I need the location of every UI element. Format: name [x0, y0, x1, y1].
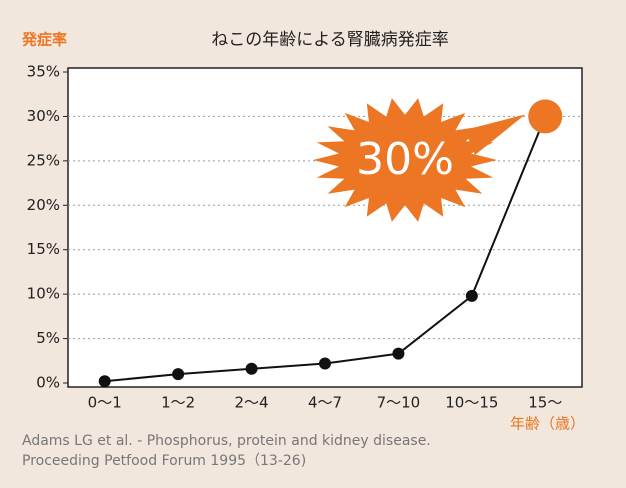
point [465, 289, 478, 302]
point [245, 362, 258, 375]
point [98, 375, 111, 388]
x-tick-label: 10〜15 [445, 394, 498, 412]
point [172, 368, 185, 381]
callout-pointer [465, 114, 526, 155]
point [392, 347, 405, 360]
plot-area [67, 67, 583, 388]
value-label: 30% [356, 134, 454, 185]
y-tick-label: 0% [36, 374, 60, 392]
y-tick-label: 10% [27, 285, 60, 303]
y-tick-label: 15% [27, 240, 60, 258]
callout-burst [313, 98, 497, 222]
y-tick-label: 25% [27, 151, 60, 169]
x-axis-label: 年齢（歳） [510, 415, 585, 433]
y-tick-label: 30% [27, 107, 60, 125]
chart-title: ねこの年齢による腎臓病発症率 [211, 30, 449, 50]
source: Adams LG et al. - Phosphorus, protein an… [22, 433, 431, 449]
point [528, 99, 563, 134]
x-tick-label: 0〜1 [88, 394, 122, 412]
x-tick-label: 1〜2 [161, 394, 195, 412]
x-tick-label: 15〜 [528, 394, 562, 412]
source: Proceeding Petfood Forum 1995（13-26) [22, 453, 306, 469]
y-tick-label: 5% [36, 329, 60, 347]
x-tick-label: 2〜4 [235, 394, 269, 412]
y-axis-label: 発症率 [21, 31, 67, 49]
y-tick-label: 20% [27, 196, 60, 214]
x-tick-label: 7〜10 [377, 394, 421, 412]
y-tick-label: 35% [27, 63, 60, 81]
x-tick-label: 4〜7 [308, 394, 342, 412]
point [319, 357, 331, 370]
